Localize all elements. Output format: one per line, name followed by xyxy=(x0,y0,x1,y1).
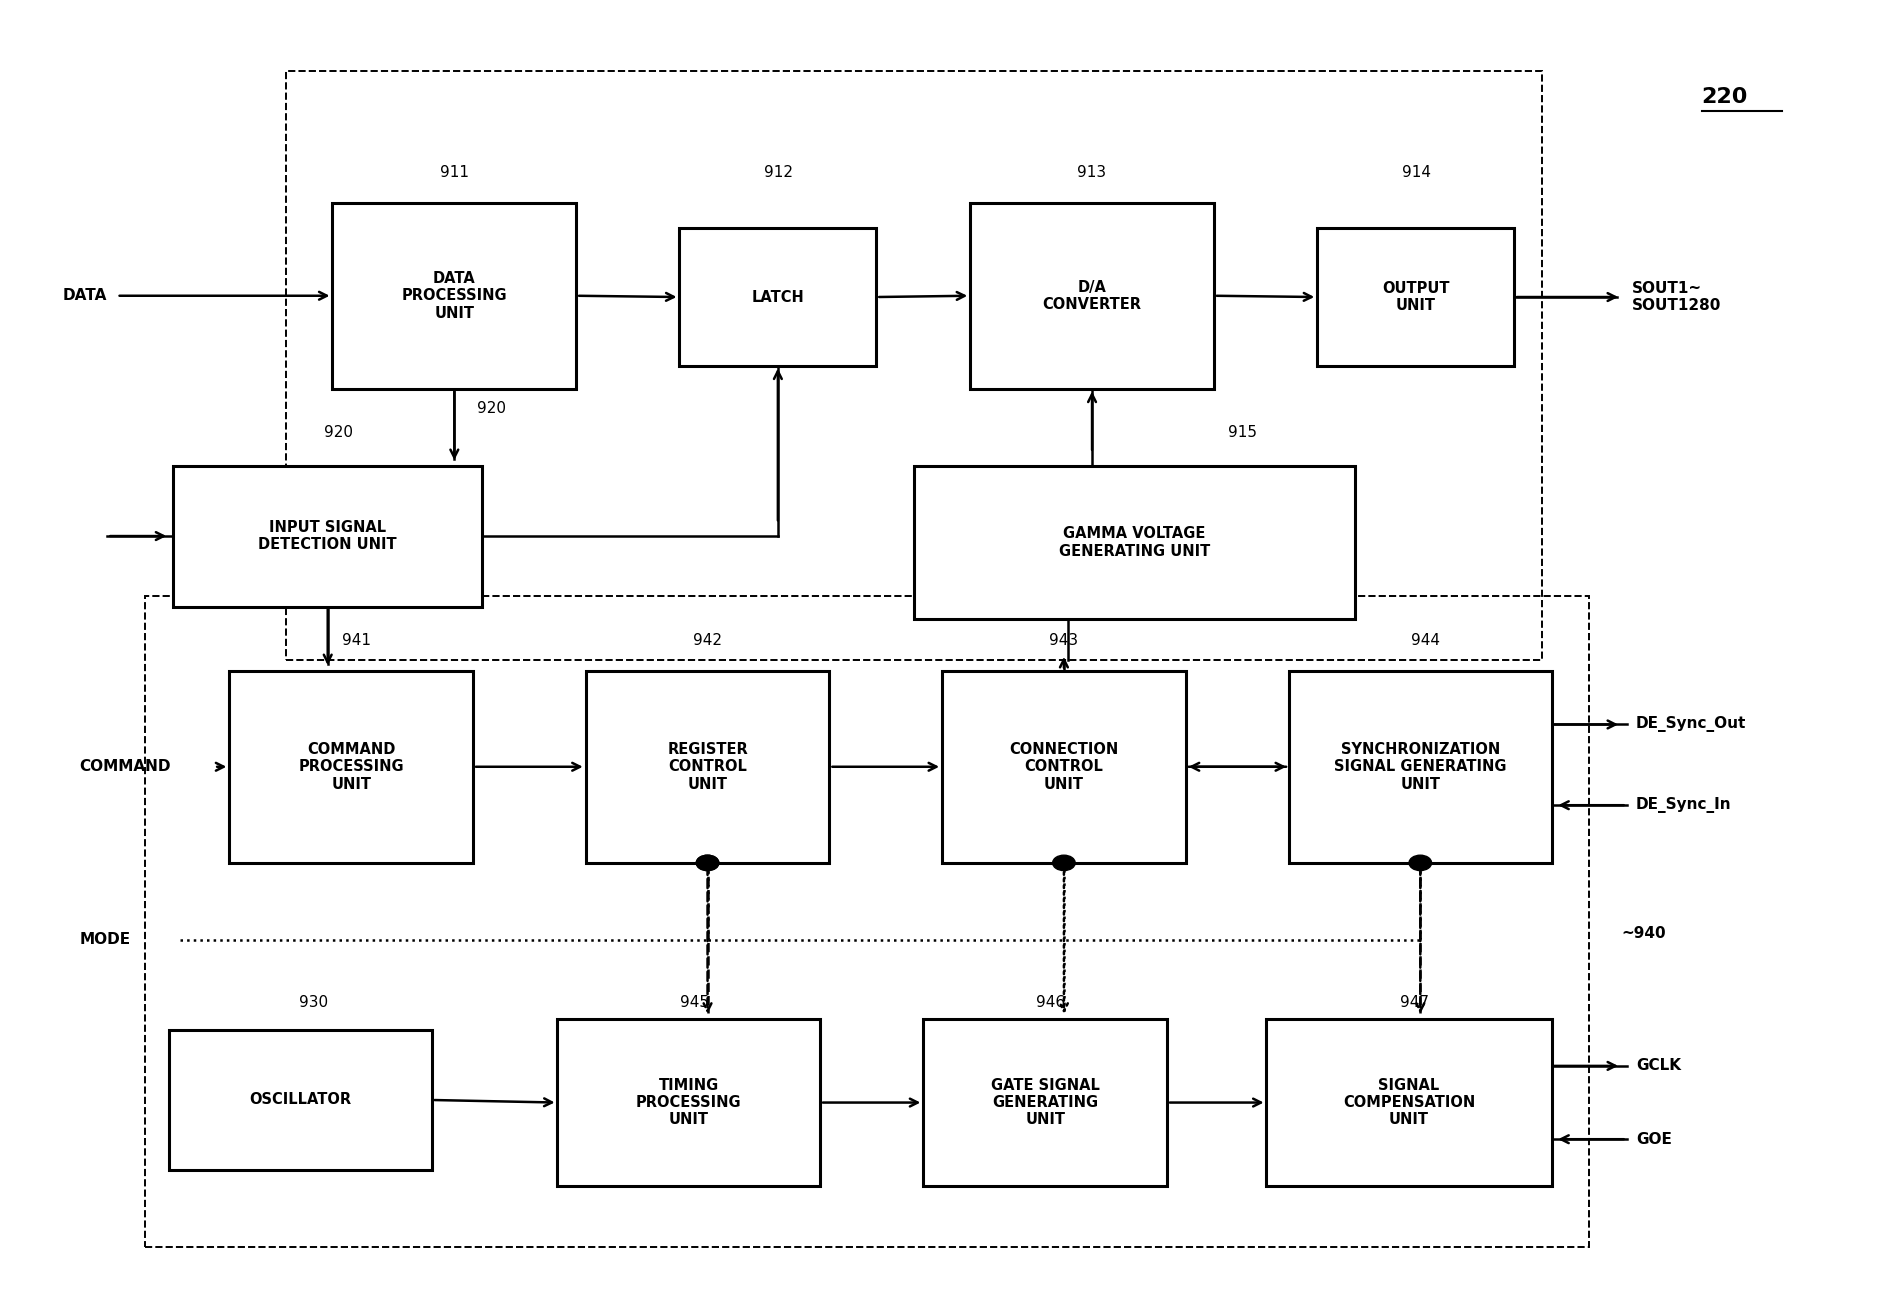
Text: 942: 942 xyxy=(693,632,722,648)
Text: MODE: MODE xyxy=(79,933,130,947)
FancyBboxPatch shape xyxy=(942,671,1185,863)
Text: LATCH: LATCH xyxy=(752,289,804,304)
Text: 945: 945 xyxy=(680,996,708,1010)
Text: 913: 913 xyxy=(1078,165,1106,179)
Text: D/A
CONVERTER: D/A CONVERTER xyxy=(1042,280,1142,312)
Text: ~940: ~940 xyxy=(1620,926,1665,940)
Text: 914: 914 xyxy=(1402,165,1432,179)
Circle shape xyxy=(697,855,720,871)
FancyBboxPatch shape xyxy=(1289,671,1552,863)
FancyBboxPatch shape xyxy=(586,671,829,863)
FancyBboxPatch shape xyxy=(680,228,876,365)
FancyBboxPatch shape xyxy=(1317,228,1515,365)
FancyBboxPatch shape xyxy=(230,671,473,863)
Text: 911: 911 xyxy=(439,165,469,179)
Text: REGISTER
CONTROL
UNIT: REGISTER CONTROL UNIT xyxy=(667,742,748,792)
Text: 943: 943 xyxy=(1049,632,1078,648)
Text: 941: 941 xyxy=(343,632,371,648)
Text: INPUT SIGNAL
DETECTION UNIT: INPUT SIGNAL DETECTION UNIT xyxy=(258,520,398,552)
Text: 915: 915 xyxy=(1228,424,1257,440)
Text: DE_Sync_In: DE_Sync_In xyxy=(1635,797,1731,813)
FancyBboxPatch shape xyxy=(170,1029,431,1170)
Text: 220: 220 xyxy=(1701,86,1748,107)
Text: 930: 930 xyxy=(300,996,328,1010)
Text: GATE SIGNAL
GENERATING
UNIT: GATE SIGNAL GENERATING UNIT xyxy=(991,1077,1100,1127)
Text: GCLK: GCLK xyxy=(1635,1058,1681,1073)
Text: SOUT1~
SOUT1280: SOUT1~ SOUT1280 xyxy=(1632,281,1722,313)
Text: GAMMA VOLTAGE
GENERATING UNIT: GAMMA VOLTAGE GENERATING UNIT xyxy=(1059,526,1210,559)
Text: 944: 944 xyxy=(1411,632,1441,648)
Text: TIMING
PROCESSING
UNIT: TIMING PROCESSING UNIT xyxy=(637,1077,742,1127)
Text: DATA
PROCESSING
UNIT: DATA PROCESSING UNIT xyxy=(401,271,507,321)
Text: DATA: DATA xyxy=(62,288,107,303)
Text: COMMAND
PROCESSING
UNIT: COMMAND PROCESSING UNIT xyxy=(298,742,403,792)
Circle shape xyxy=(1409,855,1432,871)
Circle shape xyxy=(697,855,720,871)
Text: 946: 946 xyxy=(1036,996,1064,1010)
Text: DE_Sync_Out: DE_Sync_Out xyxy=(1635,716,1746,733)
FancyBboxPatch shape xyxy=(1266,1019,1552,1186)
Text: GOE: GOE xyxy=(1635,1131,1671,1147)
Text: SYNCHRONIZATION
SIGNAL GENERATING
UNIT: SYNCHRONIZATION SIGNAL GENERATING UNIT xyxy=(1334,742,1507,792)
Text: 920: 920 xyxy=(324,424,352,440)
FancyBboxPatch shape xyxy=(923,1019,1166,1186)
Circle shape xyxy=(1053,855,1076,871)
FancyBboxPatch shape xyxy=(914,466,1355,619)
FancyBboxPatch shape xyxy=(173,466,482,606)
Text: OUTPUT
UNIT: OUTPUT UNIT xyxy=(1381,281,1449,313)
FancyBboxPatch shape xyxy=(332,203,577,388)
FancyBboxPatch shape xyxy=(558,1019,820,1186)
Text: SIGNAL
COMPENSATION
UNIT: SIGNAL COMPENSATION UNIT xyxy=(1343,1077,1475,1127)
Text: 912: 912 xyxy=(765,165,793,179)
Text: 947: 947 xyxy=(1400,996,1430,1010)
FancyBboxPatch shape xyxy=(970,203,1213,388)
Text: 920: 920 xyxy=(477,401,505,417)
Text: OSCILLATOR: OSCILLATOR xyxy=(249,1093,352,1108)
Text: CONNECTION
CONTROL
UNIT: CONNECTION CONTROL UNIT xyxy=(1010,742,1119,792)
Text: COMMAND: COMMAND xyxy=(79,760,171,774)
